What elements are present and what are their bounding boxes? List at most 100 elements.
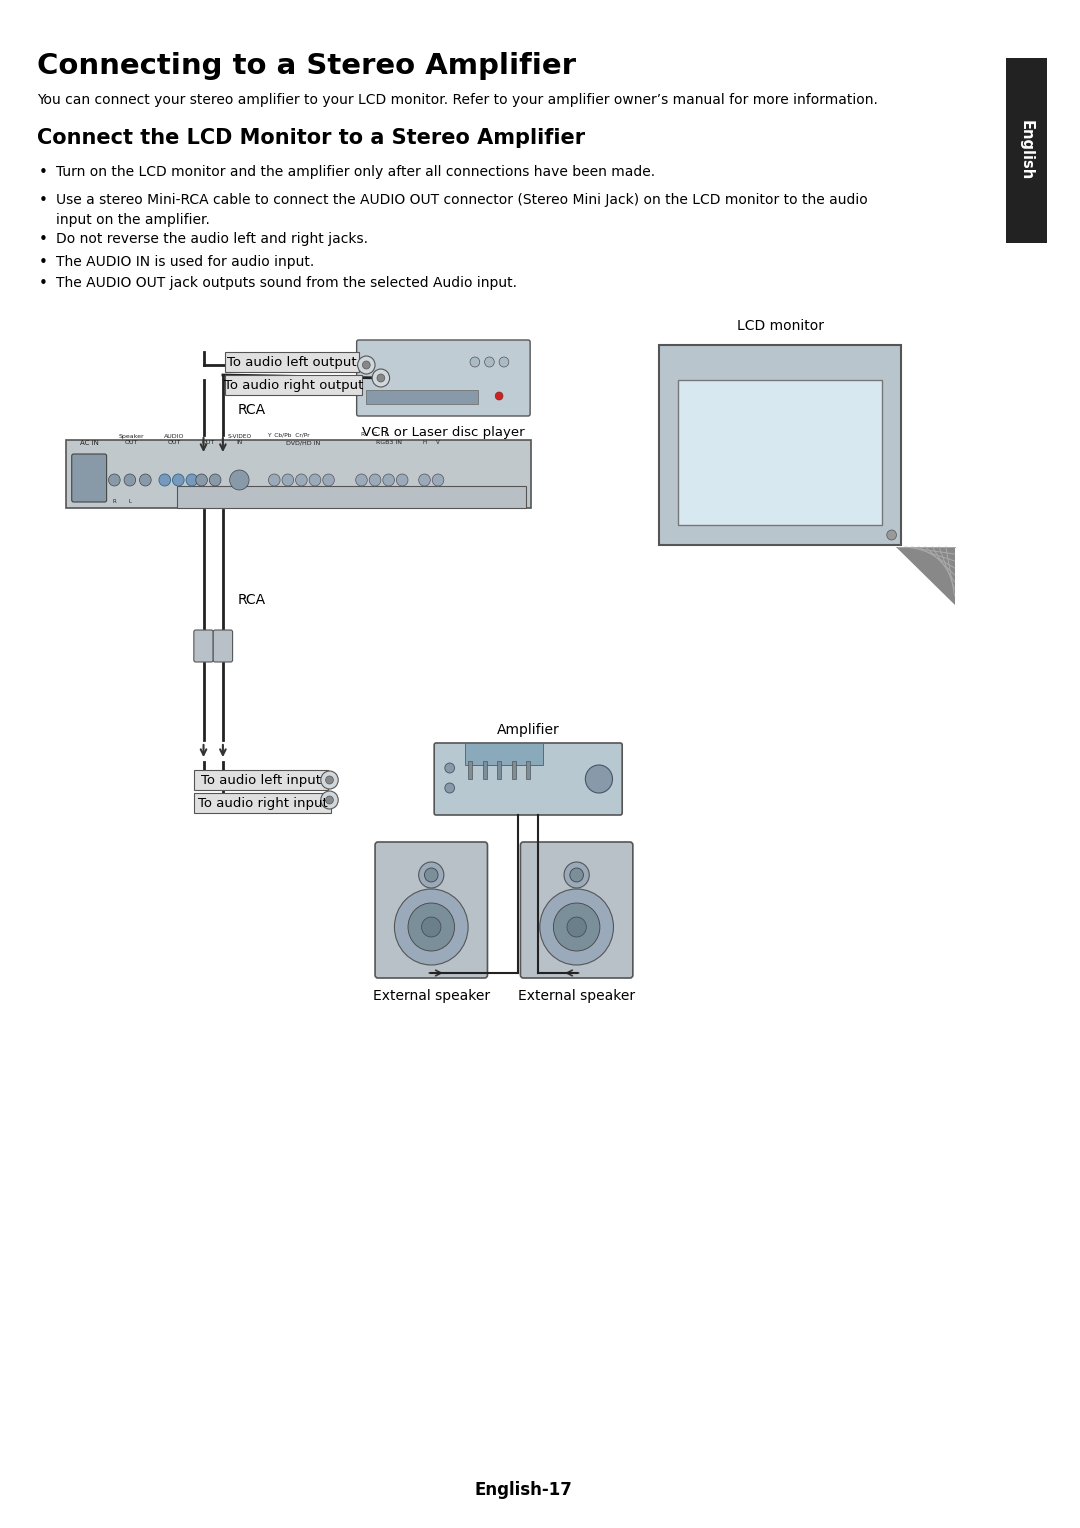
- Text: Use a stereo Mini-RCA cable to connect the AUDIO OUT connector (Stereo Mini Jack: Use a stereo Mini-RCA cable to connect t…: [56, 193, 868, 206]
- Text: The AUDIO OUT jack outputs sound from the selected Audio input.: The AUDIO OUT jack outputs sound from th…: [56, 277, 517, 290]
- Circle shape: [887, 530, 896, 539]
- Circle shape: [296, 474, 307, 486]
- Text: •: •: [39, 193, 48, 208]
- FancyBboxPatch shape: [225, 374, 363, 396]
- Text: RGB2 IN: RGB2 IN: [432, 498, 456, 503]
- Text: External speaker: External speaker: [518, 989, 635, 1002]
- Circle shape: [585, 766, 612, 793]
- FancyBboxPatch shape: [366, 390, 477, 403]
- FancyBboxPatch shape: [375, 842, 487, 978]
- Text: RGB1 IN: RGB1 IN: [267, 498, 292, 503]
- FancyBboxPatch shape: [225, 351, 359, 371]
- Text: input on the amplifier.: input on the amplifier.: [56, 212, 211, 228]
- FancyBboxPatch shape: [465, 743, 543, 766]
- Circle shape: [363, 361, 370, 368]
- Circle shape: [553, 903, 599, 950]
- Circle shape: [377, 374, 384, 382]
- Circle shape: [357, 356, 375, 374]
- Text: L: L: [129, 500, 132, 504]
- Text: •: •: [39, 165, 48, 180]
- Text: LCD monitor: LCD monitor: [737, 319, 824, 333]
- Text: H: H: [422, 440, 427, 445]
- Text: To audio right input: To audio right input: [198, 796, 327, 810]
- Circle shape: [210, 474, 221, 486]
- Text: S-VIDEO
IN: S-VIDEO IN: [227, 434, 252, 445]
- Text: RGB3 IN: RGB3 IN: [376, 440, 402, 445]
- Text: Do not reverse the audio left and right jacks.: Do not reverse the audio left and right …: [56, 232, 368, 246]
- Circle shape: [421, 917, 441, 937]
- Text: AUDIO
OUT: AUDIO OUT: [164, 434, 185, 445]
- Circle shape: [396, 474, 408, 486]
- Text: Speaker
OUT: Speaker OUT: [119, 434, 145, 445]
- Circle shape: [419, 474, 430, 486]
- Circle shape: [355, 474, 367, 486]
- Circle shape: [540, 889, 613, 966]
- Text: RCA: RCA: [238, 593, 266, 607]
- Circle shape: [369, 474, 381, 486]
- Text: OUT: OUT: [202, 440, 215, 445]
- FancyBboxPatch shape: [497, 761, 501, 779]
- FancyBboxPatch shape: [434, 743, 622, 814]
- Text: Connecting to a Stereo Amplifier: Connecting to a Stereo Amplifier: [37, 52, 576, 79]
- Circle shape: [326, 796, 334, 804]
- Text: You can connect your stereo amplifier to your LCD monitor. Refer to your amplifi: You can connect your stereo amplifier to…: [37, 93, 878, 107]
- Text: English-17: English-17: [474, 1481, 572, 1499]
- Circle shape: [445, 762, 455, 773]
- Bar: [1005, 58, 1047, 243]
- Text: V: V: [436, 440, 440, 445]
- Text: RS-232C IN: RS-232C IN: [185, 498, 218, 503]
- Text: VIDEO: VIDEO: [226, 500, 241, 504]
- Text: Amplifier: Amplifier: [497, 723, 559, 736]
- Text: •: •: [39, 255, 48, 270]
- FancyBboxPatch shape: [468, 761, 472, 779]
- Circle shape: [470, 358, 480, 367]
- FancyBboxPatch shape: [483, 761, 486, 779]
- Circle shape: [394, 889, 468, 966]
- Circle shape: [139, 474, 151, 486]
- Text: To audio left output: To audio left output: [227, 356, 356, 368]
- Text: VCR or Laser disc player: VCR or Laser disc player: [362, 426, 525, 439]
- Text: DVD/HD IN: DVD/HD IN: [286, 440, 321, 445]
- Circle shape: [408, 903, 455, 950]
- Circle shape: [570, 868, 583, 882]
- Circle shape: [432, 474, 444, 486]
- FancyBboxPatch shape: [71, 454, 107, 503]
- FancyBboxPatch shape: [659, 345, 902, 545]
- FancyBboxPatch shape: [193, 630, 213, 662]
- Circle shape: [445, 782, 455, 793]
- FancyBboxPatch shape: [526, 761, 530, 779]
- Circle shape: [419, 862, 444, 888]
- Circle shape: [373, 368, 390, 387]
- Circle shape: [230, 471, 249, 490]
- Circle shape: [326, 776, 334, 784]
- Polygon shape: [896, 547, 955, 605]
- Circle shape: [124, 474, 136, 486]
- FancyBboxPatch shape: [177, 486, 526, 507]
- Circle shape: [321, 792, 338, 808]
- FancyBboxPatch shape: [213, 630, 232, 662]
- Text: Y  Cb/Pb  Cr/Pr: Y Cb/Pb Cr/Pr: [267, 432, 309, 437]
- Circle shape: [382, 474, 394, 486]
- Circle shape: [496, 393, 503, 400]
- Text: AC IN: AC IN: [80, 440, 98, 446]
- Circle shape: [282, 474, 294, 486]
- Circle shape: [195, 474, 207, 486]
- Text: To audio right output: To audio right output: [224, 379, 363, 391]
- FancyBboxPatch shape: [193, 793, 332, 813]
- Circle shape: [269, 474, 280, 486]
- FancyBboxPatch shape: [66, 440, 531, 507]
- Circle shape: [186, 474, 198, 486]
- Text: RGB OUT: RGB OUT: [343, 498, 370, 503]
- FancyBboxPatch shape: [512, 761, 515, 779]
- Circle shape: [159, 474, 171, 486]
- Text: The AUDIO IN is used for audio input.: The AUDIO IN is used for audio input.: [56, 255, 314, 269]
- FancyBboxPatch shape: [678, 380, 882, 526]
- Circle shape: [564, 862, 590, 888]
- Circle shape: [499, 358, 509, 367]
- Circle shape: [567, 917, 586, 937]
- Circle shape: [485, 358, 495, 367]
- Text: R: R: [112, 500, 117, 504]
- Circle shape: [424, 868, 438, 882]
- Circle shape: [173, 474, 184, 486]
- Text: English: English: [1018, 121, 1034, 180]
